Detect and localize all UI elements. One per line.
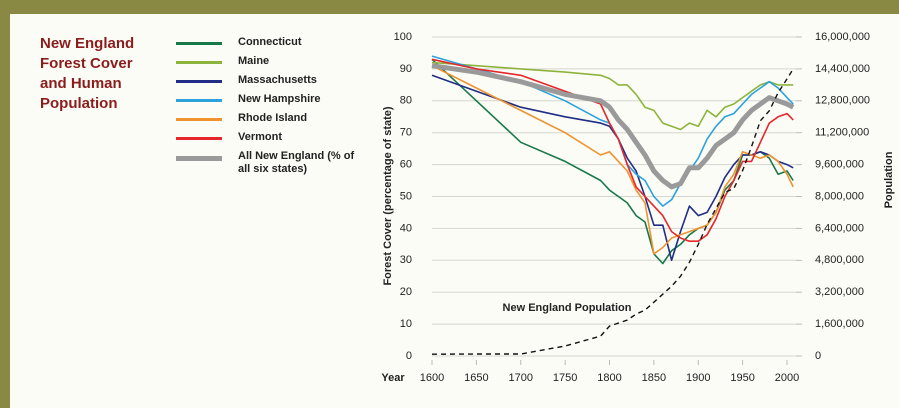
legend-swatch <box>176 61 222 64</box>
x-axis-title: Year <box>381 372 405 384</box>
x-tick-label: 1700 <box>509 372 533 384</box>
x-tick-label: 1750 <box>553 372 577 384</box>
y2-tick-label: 6,400,000 <box>815 222 864 234</box>
y-tick-label: 70 <box>400 127 412 139</box>
x-tick-label: 1650 <box>464 372 488 384</box>
y-tick-label: 30 <box>400 254 412 266</box>
series-annotation: New England Population <box>503 302 632 314</box>
y-tick-label: 20 <box>400 286 412 298</box>
legend-item: Rhode Island <box>176 112 366 125</box>
legend-item: New Hampshire <box>176 93 366 106</box>
series-line <box>431 63 795 190</box>
series-line <box>431 74 794 262</box>
y2-tick-label: 12,800,000 <box>815 95 870 107</box>
legend-label: Rhode Island <box>238 112 308 124</box>
y-tick-label: 80 <box>400 95 412 107</box>
y2-tick-label: 14,400,000 <box>815 63 870 75</box>
legend-item: Vermont <box>176 131 366 144</box>
y-tick-label: 60 <box>400 159 412 171</box>
y-tick-label: 0 <box>406 350 412 362</box>
y2-axis-title: Population <box>883 151 895 208</box>
x-tick-label: 1800 <box>597 372 621 384</box>
chart-title: New England Forest Cover and Human Popul… <box>40 35 135 112</box>
x-tick-label: 1850 <box>642 372 666 384</box>
legend-item: All New England (% of all six states) <box>176 150 366 176</box>
y2-tick-label: 3,200,000 <box>815 286 864 298</box>
legend-swatch <box>176 156 222 161</box>
legend-swatch <box>176 137 222 140</box>
series-line <box>431 58 794 242</box>
y-tick-label: 90 <box>400 63 412 75</box>
y-tick-label: 50 <box>400 190 412 202</box>
y-tick-label: 10 <box>400 318 412 330</box>
series-line <box>431 64 794 255</box>
x-tick-label: 1900 <box>686 372 710 384</box>
y-tick-label: 100 <box>394 31 412 43</box>
legend-swatch <box>176 80 222 83</box>
legend-label: All New England (% of all six states) <box>238 150 355 175</box>
y-axis-title: Forest Cover (percentage of state) <box>382 106 394 285</box>
legend-label: New Hampshire <box>238 93 321 105</box>
legend-item: Massachusetts <box>176 74 366 87</box>
x-tick-label: 1600 <box>420 372 444 384</box>
legend-swatch <box>176 42 222 45</box>
legend-label: Connecticut <box>238 36 302 48</box>
x-tick-label: 2000 <box>775 372 799 384</box>
y2-tick-label: 4,800,000 <box>815 254 864 266</box>
y2-tick-label: 16,000,000 <box>815 31 870 43</box>
legend-label: Maine <box>238 55 270 67</box>
y2-tick-label: 1,600,000 <box>815 318 864 330</box>
y-tick-label: 40 <box>400 222 412 234</box>
legend: Connecticut Maine Massachusetts New Hampshi… <box>176 36 366 182</box>
legend-swatch <box>176 118 222 121</box>
legend-label: Massachusetts <box>238 74 317 86</box>
legend-item: Connecticut <box>176 36 366 49</box>
y2-tick-label: 8,000,000 <box>815 190 864 202</box>
series-line <box>431 61 794 131</box>
x-tick-label: 1950 <box>730 372 754 384</box>
y2-tick-label: 9,600,000 <box>815 159 864 171</box>
legend-label: Vermont <box>238 131 283 143</box>
legend-item: Maine <box>176 55 366 68</box>
series-line <box>431 68 794 355</box>
y2-tick-label: 0 <box>815 350 821 362</box>
legend-swatch <box>176 99 222 102</box>
y2-tick-label: 11,200,000 <box>815 127 869 139</box>
